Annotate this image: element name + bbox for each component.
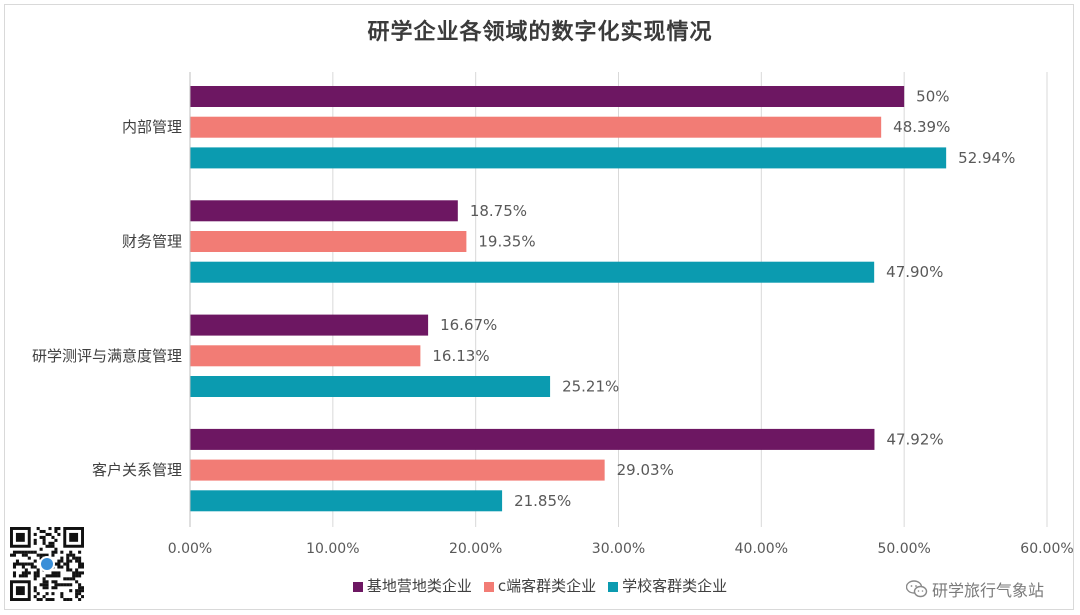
x-tick-label: 50.00%	[877, 541, 930, 557]
x-tick-label: 20.00%	[449, 541, 502, 557]
watermark-text: 研学旅行气象站	[932, 581, 1045, 600]
bar	[190, 147, 947, 169]
x-tick-label: 40.00%	[735, 541, 788, 557]
category-label: 客户关系管理	[92, 461, 182, 479]
category-label: 财务管理	[122, 233, 182, 251]
data-label: 16.13%	[432, 347, 489, 365]
chart-title: 研学企业各领域的数字化实现情况	[367, 20, 713, 45]
watermark: 研学旅行气象站	[906, 577, 1044, 601]
bar	[190, 376, 551, 397]
category-label: 内部管理	[122, 118, 182, 136]
bar	[190, 428, 875, 450]
data-label: 52.94%	[958, 149, 1015, 167]
legend-item: 学校客群类企业	[608, 575, 727, 596]
data-labels: 50% 48.39% 52.94% 18.75% 19.35% 47.90% 16.67% 1…	[432, 88, 1015, 510]
bar	[190, 459, 605, 481]
bar	[190, 314, 429, 336]
bars	[190, 86, 947, 512]
bar	[190, 200, 458, 222]
data-label: 18.75%	[470, 202, 527, 220]
data-label: 25.21%	[562, 378, 619, 396]
category-label: 研学测评与满意度管理	[32, 347, 182, 365]
legend-label: 基地营地类企业	[366, 577, 472, 595]
data-label: 47.92%	[886, 430, 943, 448]
gridlines	[332, 72, 1048, 527]
legend-swatch	[483, 582, 494, 592]
legend-label: 学校客群类企业	[622, 577, 728, 595]
bar	[190, 345, 421, 367]
legend-item: c端客群类企业	[483, 575, 597, 596]
legend: 基地营地类企业 c端客群类企业 学校客群类企业	[0, 575, 1080, 596]
data-label: 50%	[916, 88, 949, 106]
bar	[190, 116, 882, 138]
x-tick-label: 10.00%	[306, 541, 359, 557]
data-label: 47.90%	[886, 263, 943, 281]
legend-item: 基地营地类企业	[352, 575, 472, 596]
bar	[190, 261, 875, 283]
bar	[190, 490, 503, 512]
data-label: 29.03%	[617, 461, 674, 479]
qr-code-icon	[10, 527, 84, 601]
legend-swatch	[608, 582, 619, 592]
bar	[190, 86, 905, 107]
bar	[190, 231, 467, 252]
x-tick-label: 0.00%	[168, 541, 212, 557]
data-label: 21.85%	[514, 492, 571, 510]
data-label: 19.35%	[478, 233, 535, 251]
legend-swatch	[352, 582, 363, 592]
data-label: 16.67%	[440, 316, 497, 334]
wechat-icon	[906, 580, 928, 598]
chart-frame	[4, 4, 1074, 610]
axes: 0.00% 10.00% 20.00% 30.00% 40.00% 50.00% 60.00…	[32, 72, 1074, 557]
data-label: 48.39%	[893, 118, 950, 136]
legend-label: c端客群类企业	[497, 577, 597, 595]
x-tick-label: 30.00%	[592, 541, 645, 557]
x-tick-label: 60.00%	[1020, 541, 1073, 557]
